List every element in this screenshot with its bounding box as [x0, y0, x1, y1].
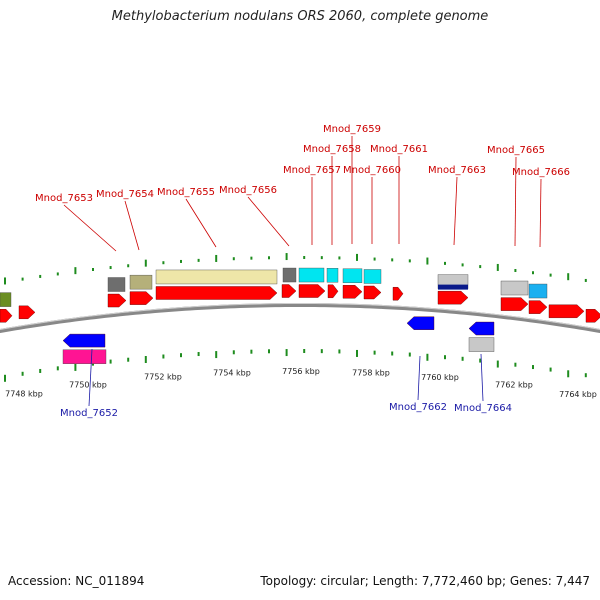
- axis-tick-label: 7758 kbp: [352, 368, 390, 377]
- feature-box: [155, 269, 278, 285]
- forward-cds-arrow: [392, 287, 404, 301]
- reverse-cds-arrow: [62, 333, 106, 348]
- gene-label: Mnod_7653: [35, 193, 93, 204]
- genome-title: Methylobacterium nodulans ORS 2060, comp…: [111, 9, 489, 24]
- forward-cds-arrow: [327, 284, 339, 299]
- forward-cds-arrow: [18, 305, 36, 320]
- accession-text: Accession: NC_011894: [8, 574, 145, 588]
- axis-tick-label: 7760 kbp: [421, 373, 459, 382]
- gene-callout-line: [247, 196, 290, 247]
- gene-callout-line: [185, 198, 217, 248]
- feature-box: [500, 280, 529, 296]
- forward-cds-arrow: [363, 285, 382, 300]
- axis-tick-label: 7748 kbp: [5, 390, 43, 399]
- axis-tick-label: 7762 kbp: [495, 381, 533, 390]
- feature-box: [129, 274, 153, 290]
- gene-callout-line: [453, 176, 458, 246]
- genome-backbone: [0, 302, 600, 334]
- axis-tick-label: 7750 kbp: [69, 380, 107, 389]
- forward-cds-arrow: [129, 291, 154, 305]
- gene-callout-line: [417, 355, 421, 401]
- forward-cds-arrow: [500, 297, 529, 311]
- forward-cds-arrow: [155, 286, 278, 300]
- feature-box: [107, 277, 126, 292]
- axis-tick-label: 7764 kbp: [559, 390, 597, 399]
- feature-box: [528, 283, 548, 299]
- gene-callouts: Mnod_7653 Mnod_7654 Mnod_7655 Mnod_7656 Mnod…: [35, 124, 570, 419]
- feature-box: [468, 337, 495, 352]
- gene-label: Mnod_7655: [157, 187, 215, 198]
- gene-label: Mnod_7656: [219, 185, 277, 196]
- forward-cds-arrow: [437, 290, 469, 305]
- forward-cds-arrow: [0, 309, 13, 323]
- gene-label: Mnod_7658: [303, 144, 361, 155]
- feature-box: [363, 269, 382, 284]
- gene-label: Mnod_7652: [60, 408, 118, 419]
- gene-callout-line: [88, 348, 93, 407]
- gene-callout-line: [124, 200, 140, 251]
- axis-tick-labels: 7748 kbp 7750 kbp 7752 kbp 7754 kbp 7756 kbp…: [5, 367, 597, 399]
- forward-cds-arrow: [548, 304, 585, 319]
- axis-tick-label: 7756 kbp: [282, 367, 320, 376]
- gene-label: Mnod_7657: [283, 165, 341, 176]
- gene-label: Mnod_7660: [343, 165, 401, 176]
- forward-cds-arrow: [107, 293, 127, 308]
- gene-label: Mnod_7661: [370, 144, 428, 155]
- gene-callout-line: [63, 204, 117, 252]
- gene-callout-line: [539, 178, 542, 248]
- feature-track: [0, 267, 548, 364]
- forward-cds-arrow: [585, 309, 600, 323]
- reverse-cds-arrow: [468, 321, 495, 336]
- gene-label: Mnod_7654: [96, 189, 154, 200]
- feature-box: [62, 349, 107, 364]
- forward-cds-arrow: [281, 284, 297, 298]
- feature-box: [0, 292, 12, 307]
- forward-cds-arrow: [342, 285, 363, 299]
- backbone-line: [0, 302, 600, 334]
- feature-box: [282, 267, 297, 283]
- feature-box: [438, 284, 468, 290]
- gene-label: Mnod_7659: [323, 124, 381, 135]
- gene-callout-line: [480, 353, 484, 402]
- gene-label: Mnod_7662: [389, 402, 447, 413]
- axis-tick-label: 7754 kbp: [213, 368, 251, 377]
- axis-tick-label: 7752 kbp: [144, 373, 182, 382]
- genome-summary-text: Topology: circular; Length: 7,772,460 bp…: [260, 574, 590, 588]
- gene-label: Mnod_7666: [512, 167, 570, 178]
- feature-box: [298, 267, 325, 283]
- cds-track: [0, 284, 600, 348]
- outer-tick-row: [4, 253, 587, 285]
- forward-cds-arrow: [528, 300, 548, 314]
- feature-box: [342, 268, 363, 283]
- gene-callout-line: [514, 156, 517, 247]
- backbone-highlight: [0, 302, 600, 330]
- feature-box: [326, 268, 339, 283]
- forward-cds-arrow: [298, 284, 326, 298]
- gene-label: Mnod_7664: [454, 403, 512, 414]
- gene-label: Mnod_7665: [487, 145, 545, 156]
- reverse-cds-arrow: [406, 316, 435, 330]
- gene-label: Mnod_7663: [428, 165, 486, 176]
